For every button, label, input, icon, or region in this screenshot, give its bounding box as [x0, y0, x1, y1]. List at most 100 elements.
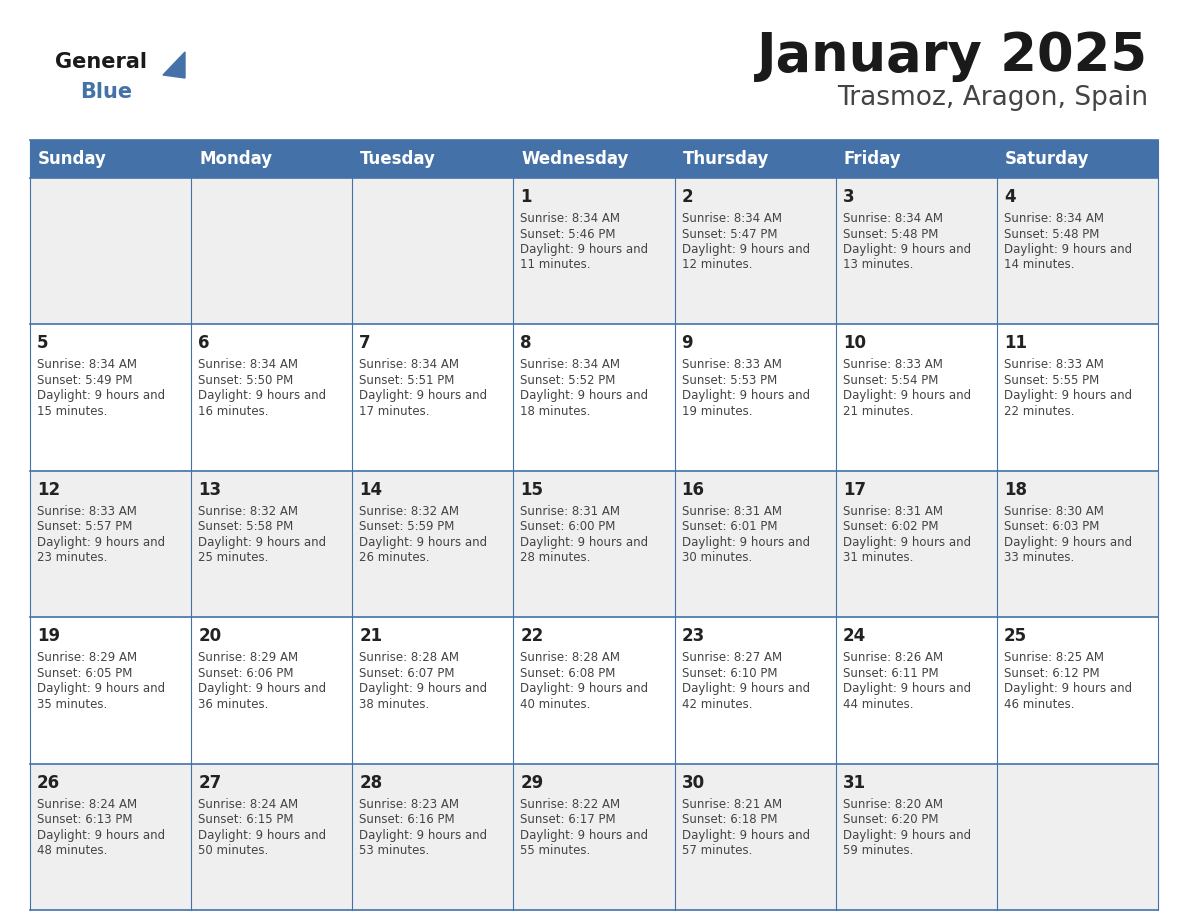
Text: 28: 28: [359, 774, 383, 791]
Text: 18 minutes.: 18 minutes.: [520, 405, 590, 418]
Text: Daylight: 9 hours and: Daylight: 9 hours and: [198, 536, 327, 549]
Text: Sunset: 5:58 PM: Sunset: 5:58 PM: [198, 521, 293, 533]
Text: Daylight: 9 hours and: Daylight: 9 hours and: [359, 829, 487, 842]
Text: Blue: Blue: [80, 82, 132, 102]
Text: Sunrise: 8:29 AM: Sunrise: 8:29 AM: [37, 651, 137, 665]
Text: 6: 6: [198, 334, 209, 353]
Text: Sunset: 6:05 PM: Sunset: 6:05 PM: [37, 666, 132, 679]
Text: Sunrise: 8:34 AM: Sunrise: 8:34 AM: [682, 212, 782, 225]
Text: Daylight: 9 hours and: Daylight: 9 hours and: [1004, 536, 1132, 549]
Text: Saturday: Saturday: [1005, 150, 1089, 168]
Text: 2: 2: [682, 188, 693, 206]
Polygon shape: [163, 52, 185, 78]
Text: Sunrise: 8:20 AM: Sunrise: 8:20 AM: [842, 798, 943, 811]
Text: 44 minutes.: 44 minutes.: [842, 698, 914, 711]
Text: Sunset: 6:10 PM: Sunset: 6:10 PM: [682, 666, 777, 679]
Text: Sunrise: 8:31 AM: Sunrise: 8:31 AM: [842, 505, 943, 518]
Text: Daylight: 9 hours and: Daylight: 9 hours and: [682, 389, 810, 402]
Text: Sunrise: 8:34 AM: Sunrise: 8:34 AM: [520, 358, 620, 372]
Text: 11: 11: [1004, 334, 1026, 353]
Text: Sunrise: 8:31 AM: Sunrise: 8:31 AM: [520, 505, 620, 518]
Text: Sunrise: 8:32 AM: Sunrise: 8:32 AM: [359, 505, 460, 518]
Text: Sunrise: 8:24 AM: Sunrise: 8:24 AM: [198, 798, 298, 811]
Text: 28 minutes.: 28 minutes.: [520, 552, 590, 565]
Text: Sunset: 5:52 PM: Sunset: 5:52 PM: [520, 374, 615, 386]
Text: Sunset: 6:12 PM: Sunset: 6:12 PM: [1004, 666, 1099, 679]
Text: Sunset: 5:48 PM: Sunset: 5:48 PM: [842, 228, 939, 241]
Text: Daylight: 9 hours and: Daylight: 9 hours and: [198, 389, 327, 402]
Text: Sunrise: 8:30 AM: Sunrise: 8:30 AM: [1004, 505, 1104, 518]
Text: Sunrise: 8:34 AM: Sunrise: 8:34 AM: [198, 358, 298, 372]
Text: Daylight: 9 hours and: Daylight: 9 hours and: [520, 389, 649, 402]
Text: Sunset: 6:15 PM: Sunset: 6:15 PM: [198, 813, 293, 826]
Text: Sunset: 6:02 PM: Sunset: 6:02 PM: [842, 521, 939, 533]
Text: Sunset: 5:51 PM: Sunset: 5:51 PM: [359, 374, 455, 386]
Text: Thursday: Thursday: [683, 150, 769, 168]
Text: 17 minutes.: 17 minutes.: [359, 405, 430, 418]
Text: 12: 12: [37, 481, 61, 498]
Bar: [835, 140, 997, 178]
Text: 16: 16: [682, 481, 704, 498]
Text: 5: 5: [37, 334, 49, 353]
Text: 33 minutes.: 33 minutes.: [1004, 552, 1074, 565]
Text: Daylight: 9 hours and: Daylight: 9 hours and: [1004, 243, 1132, 256]
Text: Daylight: 9 hours and: Daylight: 9 hours and: [520, 829, 649, 842]
Bar: [30, 471, 1158, 617]
Text: 46 minutes.: 46 minutes.: [1004, 698, 1074, 711]
Text: Daylight: 9 hours and: Daylight: 9 hours and: [37, 389, 165, 402]
Text: 3: 3: [842, 188, 854, 206]
Text: 35 minutes.: 35 minutes.: [37, 698, 107, 711]
Text: 13 minutes.: 13 minutes.: [842, 259, 914, 272]
Text: Sunset: 6:03 PM: Sunset: 6:03 PM: [1004, 521, 1099, 533]
Text: Daylight: 9 hours and: Daylight: 9 hours and: [842, 389, 971, 402]
Text: Sunset: 5:49 PM: Sunset: 5:49 PM: [37, 374, 133, 386]
Text: Sunset: 5:59 PM: Sunset: 5:59 PM: [359, 521, 455, 533]
Text: 20: 20: [198, 627, 221, 645]
Text: 21: 21: [359, 627, 383, 645]
Text: Sunset: 5:46 PM: Sunset: 5:46 PM: [520, 228, 615, 241]
Text: Daylight: 9 hours and: Daylight: 9 hours and: [842, 243, 971, 256]
Text: Sunrise: 8:33 AM: Sunrise: 8:33 AM: [682, 358, 782, 372]
Bar: [191, 140, 353, 178]
Text: Daylight: 9 hours and: Daylight: 9 hours and: [359, 389, 487, 402]
Text: 29: 29: [520, 774, 544, 791]
Text: 21 minutes.: 21 minutes.: [842, 405, 914, 418]
Text: 31: 31: [842, 774, 866, 791]
Text: 16 minutes.: 16 minutes.: [198, 405, 268, 418]
Text: 12 minutes.: 12 minutes.: [682, 259, 752, 272]
Text: 18: 18: [1004, 481, 1026, 498]
Text: Sunrise: 8:32 AM: Sunrise: 8:32 AM: [198, 505, 298, 518]
Text: 30 minutes.: 30 minutes.: [682, 552, 752, 565]
Bar: [353, 140, 513, 178]
Text: Sunrise: 8:33 AM: Sunrise: 8:33 AM: [37, 505, 137, 518]
Text: Monday: Monday: [200, 150, 272, 168]
Text: 8: 8: [520, 334, 532, 353]
Text: Daylight: 9 hours and: Daylight: 9 hours and: [682, 243, 810, 256]
Text: Sunrise: 8:33 AM: Sunrise: 8:33 AM: [1004, 358, 1104, 372]
Text: Wednesday: Wednesday: [522, 150, 628, 168]
Text: Sunset: 6:11 PM: Sunset: 6:11 PM: [842, 666, 939, 679]
Text: Sunset: 6:00 PM: Sunset: 6:00 PM: [520, 521, 615, 533]
Text: Sunset: 6:17 PM: Sunset: 6:17 PM: [520, 813, 617, 826]
Text: Sunset: 5:54 PM: Sunset: 5:54 PM: [842, 374, 939, 386]
Text: Sunset: 5:55 PM: Sunset: 5:55 PM: [1004, 374, 1099, 386]
Text: Sunset: 5:57 PM: Sunset: 5:57 PM: [37, 521, 132, 533]
Text: 15: 15: [520, 481, 543, 498]
Text: Sunset: 5:53 PM: Sunset: 5:53 PM: [682, 374, 777, 386]
Bar: [30, 324, 1158, 471]
Text: 25: 25: [1004, 627, 1026, 645]
Text: 27: 27: [198, 774, 221, 791]
Text: Daylight: 9 hours and: Daylight: 9 hours and: [198, 682, 327, 695]
Text: January 2025: January 2025: [757, 30, 1148, 82]
Text: 14: 14: [359, 481, 383, 498]
Text: Sunset: 6:13 PM: Sunset: 6:13 PM: [37, 813, 133, 826]
Text: Sunset: 5:50 PM: Sunset: 5:50 PM: [198, 374, 293, 386]
Text: Sunrise: 8:21 AM: Sunrise: 8:21 AM: [682, 798, 782, 811]
Text: Sunset: 6:01 PM: Sunset: 6:01 PM: [682, 521, 777, 533]
Text: Sunrise: 8:33 AM: Sunrise: 8:33 AM: [842, 358, 942, 372]
Text: Daylight: 9 hours and: Daylight: 9 hours and: [520, 243, 649, 256]
Text: 53 minutes.: 53 minutes.: [359, 844, 430, 857]
Text: 40 minutes.: 40 minutes.: [520, 698, 590, 711]
Text: Daylight: 9 hours and: Daylight: 9 hours and: [842, 682, 971, 695]
Text: 4: 4: [1004, 188, 1016, 206]
